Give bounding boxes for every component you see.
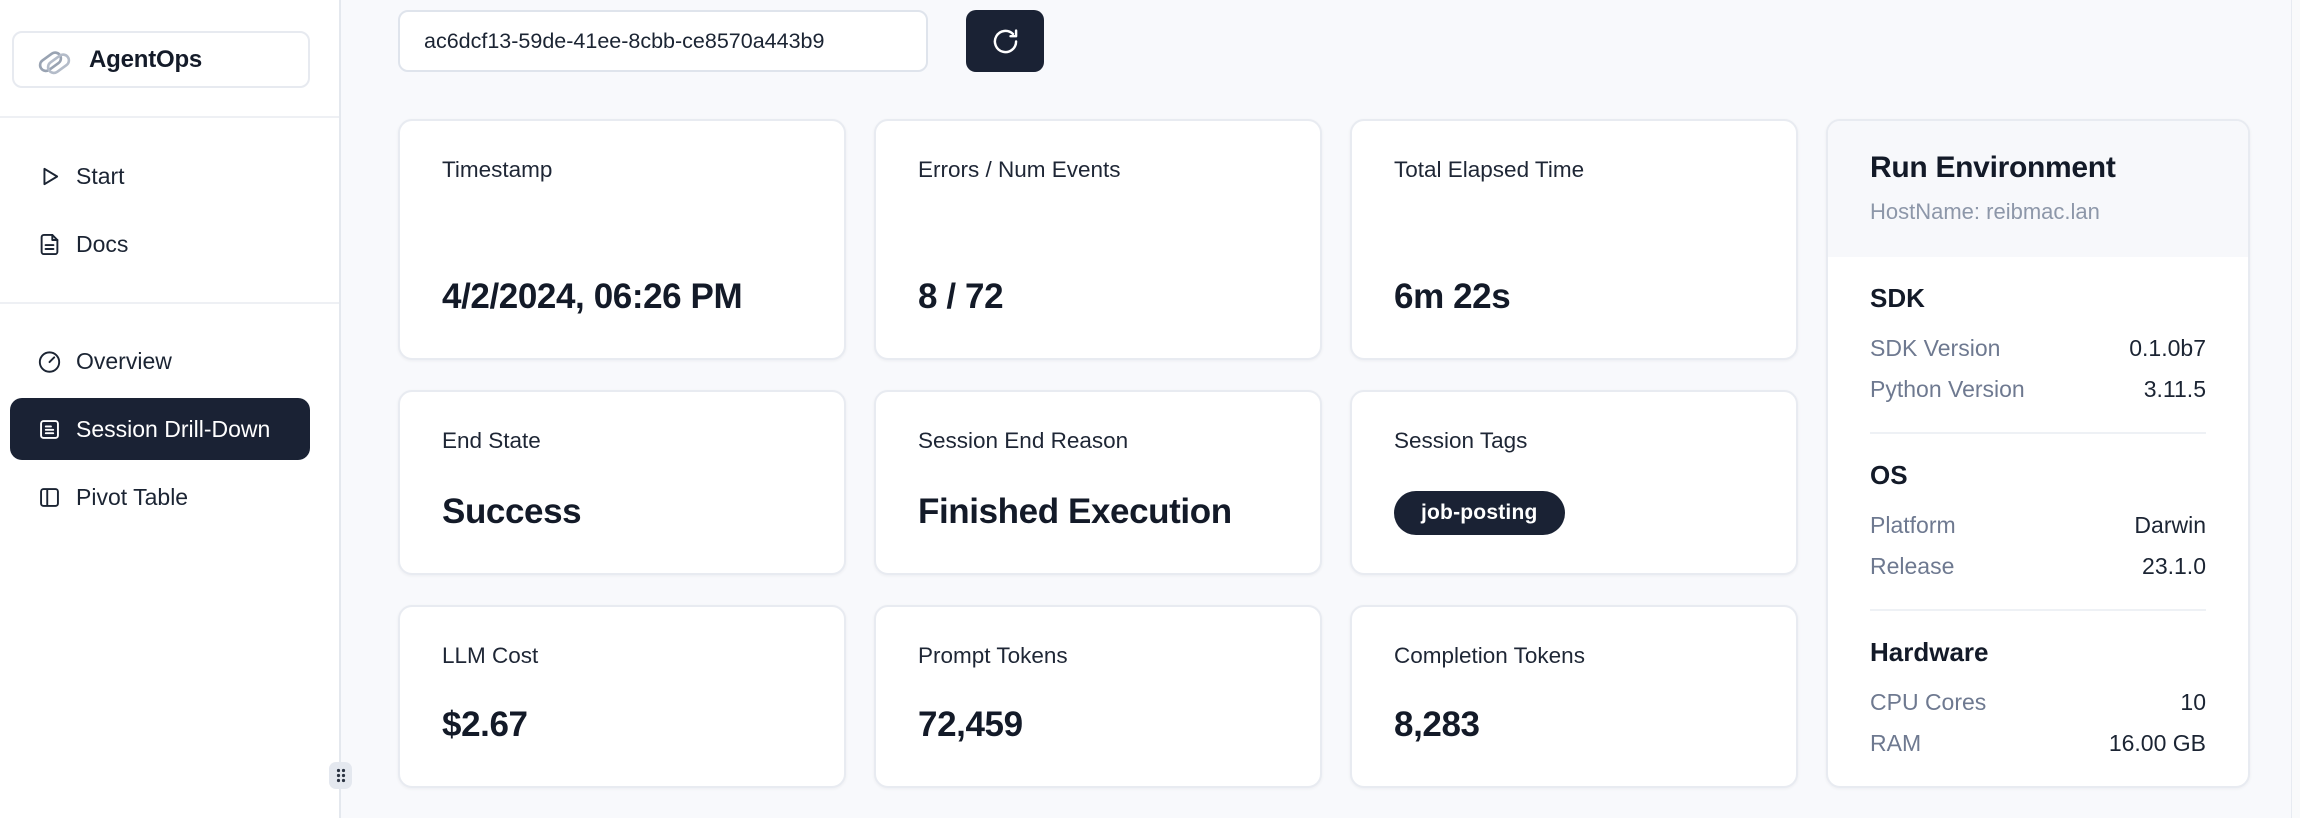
main-content: Timestamp 4/2/2024, 06:26 PM Errors / Nu… bbox=[341, 0, 2300, 818]
env-row-label: CPU Cores bbox=[1870, 689, 1987, 715]
sidebar-item-start[interactable]: Start bbox=[0, 150, 311, 202]
card-value: 8,283 bbox=[1394, 704, 1480, 744]
env-row-value: 16.00 GB bbox=[2108, 730, 2206, 756]
play-icon bbox=[36, 163, 63, 190]
nav-label: Start bbox=[76, 162, 125, 189]
env-row-label: SDK Version bbox=[1870, 335, 2001, 361]
card-prompt-tokens: Prompt Tokens 72,459 bbox=[874, 605, 1322, 788]
env-row-value: 0.1.0b7 bbox=[2129, 335, 2206, 361]
journal-icon bbox=[36, 416, 63, 443]
sidebar-item-overview[interactable]: Overview bbox=[0, 335, 311, 387]
env-row-label: RAM bbox=[1870, 730, 1922, 756]
env-section-title: SDK bbox=[1870, 283, 1925, 313]
env-row-label: Release bbox=[1870, 553, 1955, 579]
env-section-os: OS Platform Darwin Release 23.1.0 bbox=[1870, 432, 2206, 609]
sidebar-item-pivot-table[interactable]: Pivot Table bbox=[0, 471, 311, 523]
brand-name: AgentOps bbox=[89, 45, 203, 73]
toolbar bbox=[398, 10, 2300, 72]
env-row: Python Version 3.11.5 bbox=[1870, 369, 2206, 410]
content-row: Timestamp 4/2/2024, 06:26 PM Errors / Nu… bbox=[398, 119, 2300, 788]
env-row: Release 23.1.0 bbox=[1870, 546, 2206, 587]
sidebar-divider bbox=[0, 116, 339, 118]
card-llm-cost: LLM Cost $2.67 bbox=[398, 605, 846, 788]
brand-logo[interactable]: AgentOps bbox=[12, 31, 310, 88]
card-label: Session End Reason bbox=[918, 428, 1129, 453]
env-body: SDK SDK Version 0.1.0b7 Python Version 3… bbox=[1828, 257, 2248, 786]
card-label: Total Elapsed Time bbox=[1394, 157, 1585, 182]
env-row-label: Platform bbox=[1870, 512, 1956, 538]
card-value: 72,459 bbox=[918, 704, 1023, 744]
run-environment-panel: Run Environment HostName: reibmac.lan SD… bbox=[1826, 119, 2250, 788]
refresh-icon bbox=[990, 26, 1021, 57]
env-hostname: HostName: reibmac.lan bbox=[1870, 199, 2100, 224]
gauge-icon bbox=[36, 348, 63, 375]
sidebar-resize-handle[interactable] bbox=[329, 762, 352, 789]
nav-label: Docs bbox=[76, 230, 129, 257]
sidebar-item-session-drill-down[interactable]: Session Drill-Down bbox=[10, 398, 310, 460]
env-section-title: Hardware bbox=[1870, 637, 1989, 667]
env-section-sdk: SDK SDK Version 0.1.0b7 Python Version 3… bbox=[1870, 257, 2206, 432]
sidebar: AgentOps Start Docs bbox=[0, 0, 352, 818]
env-row: RAM 16.00 GB bbox=[1870, 723, 2206, 764]
env-row: SDK Version 0.1.0b7 bbox=[1870, 328, 2206, 369]
grip-dots-icon bbox=[335, 767, 347, 784]
card-end-state: End State Success bbox=[398, 390, 846, 575]
card-value: 8 / 72 bbox=[918, 276, 1004, 316]
card-label: Completion Tokens bbox=[1394, 643, 1585, 668]
card-completion-tokens: Completion Tokens 8,283 bbox=[1350, 605, 1798, 788]
scrollbar-track[interactable] bbox=[2291, 0, 2300, 818]
card-label: LLM Cost bbox=[442, 643, 539, 668]
document-icon bbox=[36, 231, 63, 258]
columns-icon bbox=[36, 484, 63, 511]
card-value: 6m 22s bbox=[1394, 276, 1511, 316]
nav-label: Pivot Table bbox=[76, 483, 189, 510]
env-row-value: Darwin bbox=[2134, 512, 2206, 538]
card-label: End State bbox=[442, 428, 541, 453]
card-value: $2.67 bbox=[442, 704, 528, 744]
env-header: Run Environment HostName: reibmac.lan bbox=[1828, 121, 2248, 257]
env-row: Platform Darwin bbox=[1870, 505, 2206, 546]
env-section-hardware: Hardware CPU Cores 10 RAM 16.00 GB bbox=[1870, 609, 2206, 786]
card-value: Finished Execution bbox=[918, 491, 1232, 531]
card-label: Errors / Num Events bbox=[918, 157, 1121, 182]
card-label: Session Tags bbox=[1394, 428, 1528, 453]
card-value: Success bbox=[442, 491, 582, 531]
card-label: Prompt Tokens bbox=[918, 643, 1068, 668]
card-value: 4/2/2024, 06:26 PM bbox=[442, 276, 743, 316]
card-errors-num-events: Errors / Num Events 8 / 72 bbox=[874, 119, 1322, 360]
card-total-elapsed-time: Total Elapsed Time 6m 22s bbox=[1350, 119, 1798, 360]
nav-label: Overview bbox=[76, 347, 172, 374]
nav-label: Session Drill-Down bbox=[76, 415, 271, 442]
env-section-title: OS bbox=[1870, 460, 1908, 490]
card-label: Timestamp bbox=[442, 157, 553, 182]
env-row-label: Python Version bbox=[1870, 376, 2025, 402]
metric-cards: Timestamp 4/2/2024, 06:26 PM Errors / Nu… bbox=[398, 119, 1798, 788]
session-tag-badge: job-posting bbox=[1394, 491, 1565, 535]
sidebar-item-docs[interactable]: Docs bbox=[0, 218, 311, 270]
env-row-value: 3.11.5 bbox=[2143, 376, 2206, 402]
card-timestamp: Timestamp 4/2/2024, 06:26 PM bbox=[398, 119, 846, 360]
env-row-value: 23.1.0 bbox=[2142, 553, 2206, 579]
env-row: CPU Cores 10 bbox=[1870, 682, 2206, 723]
env-row-value: 10 bbox=[2180, 689, 2206, 715]
env-title: Run Environment bbox=[1870, 151, 2116, 184]
refresh-button[interactable] bbox=[966, 10, 1044, 72]
agentops-logo-icon bbox=[36, 43, 74, 77]
sidebar-divider bbox=[0, 302, 339, 304]
card-session-end-reason: Session End Reason Finished Execution bbox=[874, 390, 1322, 575]
session-id-input[interactable] bbox=[398, 10, 928, 72]
card-session-tags: Session Tags job-posting bbox=[1350, 390, 1798, 575]
